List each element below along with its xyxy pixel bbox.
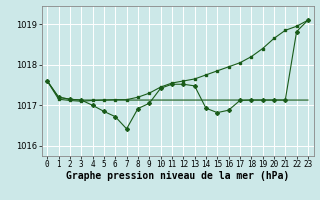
X-axis label: Graphe pression niveau de la mer (hPa): Graphe pression niveau de la mer (hPa) bbox=[66, 171, 289, 181]
